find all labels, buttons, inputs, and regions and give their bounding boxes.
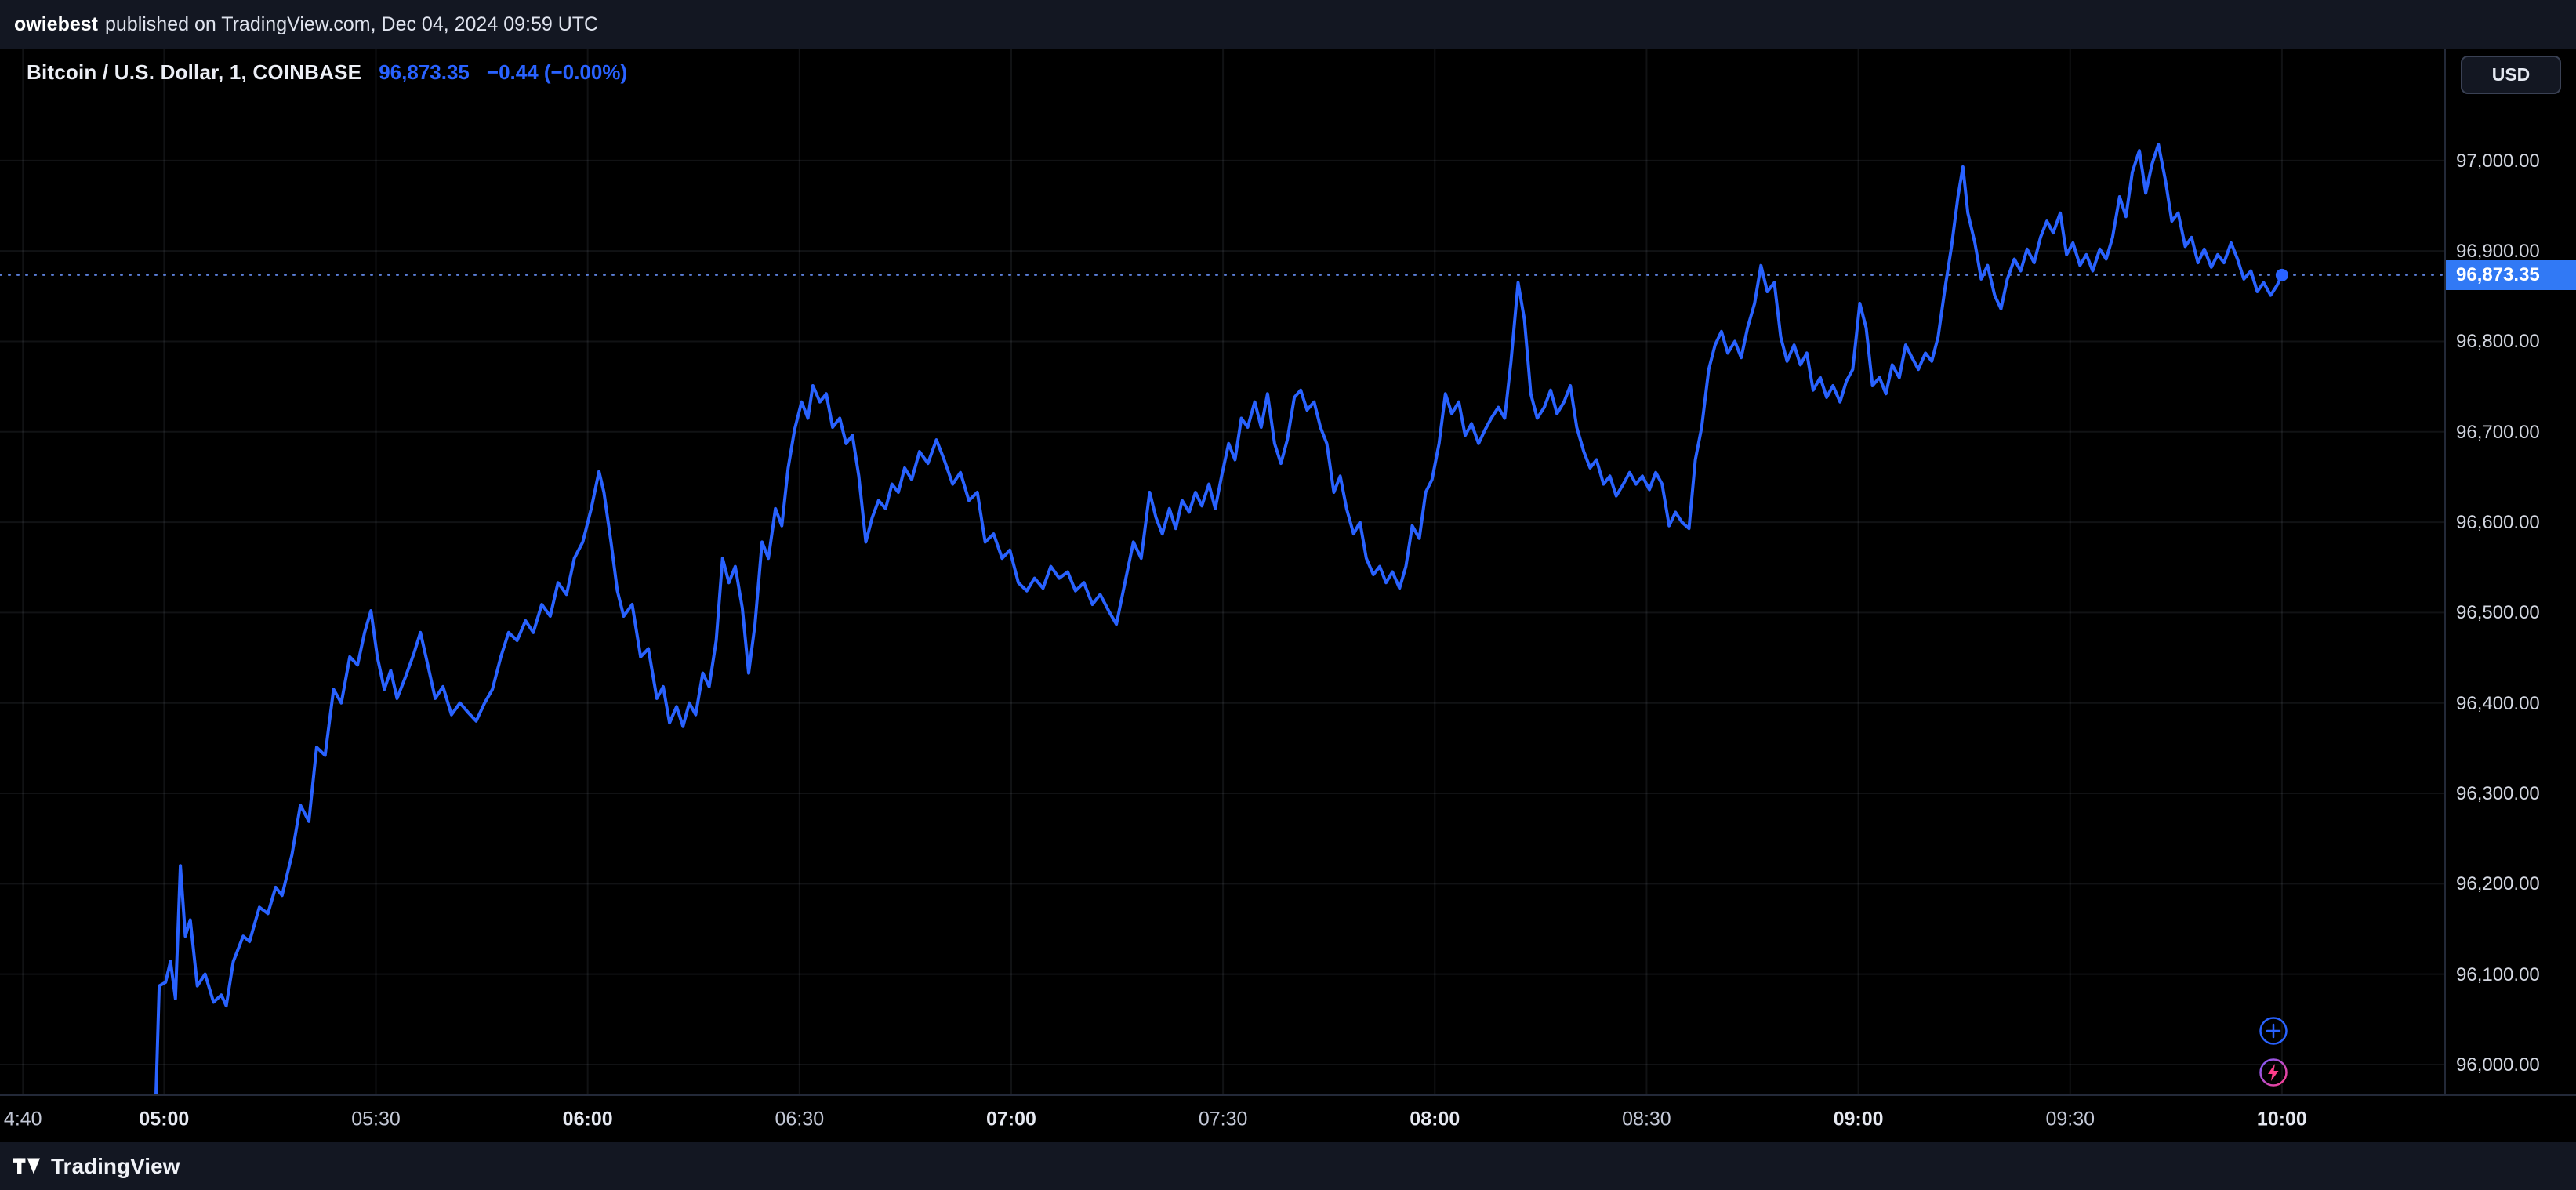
- chart-row: Bitcoin / U.S. Dollar, 1, COINBASE 96,87…: [0, 49, 2576, 1094]
- time-axis-tick: 08:00: [1410, 1108, 1460, 1130]
- price-axis-tick: 96,200.00: [2456, 873, 2540, 895]
- price-axis-tick: 96,700.00: [2456, 421, 2540, 443]
- time-axis-tick: 09:00: [1833, 1108, 1884, 1130]
- boost-button[interactable]: [2259, 1058, 2288, 1087]
- price-axis-tick: 96,800.00: [2456, 331, 2540, 353]
- chart-legend: Bitcoin / U.S. Dollar, 1, COINBASE 96,87…: [27, 60, 627, 85]
- plus-icon: [2259, 1017, 2288, 1045]
- last-price-value: 96,873.35: [379, 60, 470, 84]
- price-axis[interactable]: USD 97,000.00 96,900.00 96,800.00 96,700.00…: [2444, 49, 2576, 1094]
- price-axis-tick: 96,100.00: [2456, 963, 2540, 985]
- time-axis-tick: 07:30: [1198, 1108, 1248, 1130]
- time-axis-tick: 05:30: [351, 1108, 401, 1130]
- attribution-author: owiebest: [14, 13, 98, 35]
- tradingview-logo-icon[interactable]: [13, 1158, 40, 1174]
- price-axis-tick: 96,300.00: [2456, 783, 2540, 804]
- last-price-tag: 96,873.35: [2446, 259, 2576, 290]
- footer-bar: TradingView: [0, 1142, 2576, 1190]
- chart-plot-area[interactable]: Bitcoin / U.S. Dollar, 1, COINBASE 96,87…: [0, 49, 2444, 1094]
- last-price-dot: [2275, 268, 2288, 281]
- lightning-icon: [2259, 1058, 2288, 1087]
- price-line-chart: [0, 49, 2444, 1094]
- chart-action-buttons: [2259, 1016, 2288, 1087]
- symbol-title[interactable]: Bitcoin / U.S. Dollar, 1, COINBASE: [27, 60, 362, 84]
- tradingview-brand[interactable]: TradingView: [51, 1153, 180, 1178]
- price-change-value: −0.44 (−0.00%): [486, 60, 628, 84]
- attribution-bar: owiebest published on TradingView.com, D…: [0, 0, 2576, 49]
- time-axis-tick: 10:00: [2256, 1108, 2307, 1130]
- price-axis-tick: 96,600.00: [2456, 512, 2540, 534]
- price-axis-tick: 97,000.00: [2456, 150, 2540, 172]
- price-axis-tick: 96,000.00: [2456, 1054, 2540, 1076]
- plus-button[interactable]: [2259, 1016, 2288, 1046]
- price-series-line: [154, 143, 2284, 1094]
- time-axis[interactable]: 4:40 05:00 05:30 06:00 06:30 07:00 07:30 08:00 0…: [0, 1094, 2576, 1142]
- time-axis-tick: 08:30: [1622, 1108, 1671, 1130]
- time-axis-tick: 06:30: [775, 1108, 825, 1130]
- price-axis-tick: 96,400.00: [2456, 692, 2540, 714]
- time-axis-tick: 06:00: [562, 1108, 613, 1130]
- attribution-text: published on TradingView.com, Dec 04, 20…: [104, 13, 599, 35]
- time-axis-tick: 4:40: [3, 1108, 42, 1130]
- grid-lines: [0, 49, 2444, 1094]
- price-axis-tick: 96,500.00: [2456, 602, 2540, 624]
- time-axis-tick: 05:00: [139, 1108, 190, 1130]
- time-axis-tick: 09:30: [2045, 1108, 2095, 1130]
- time-axis-tick: 07:00: [985, 1108, 1036, 1130]
- price-axis-tick: 96,900.00: [2456, 241, 2540, 263]
- currency-toggle[interactable]: USD: [2461, 56, 2561, 94]
